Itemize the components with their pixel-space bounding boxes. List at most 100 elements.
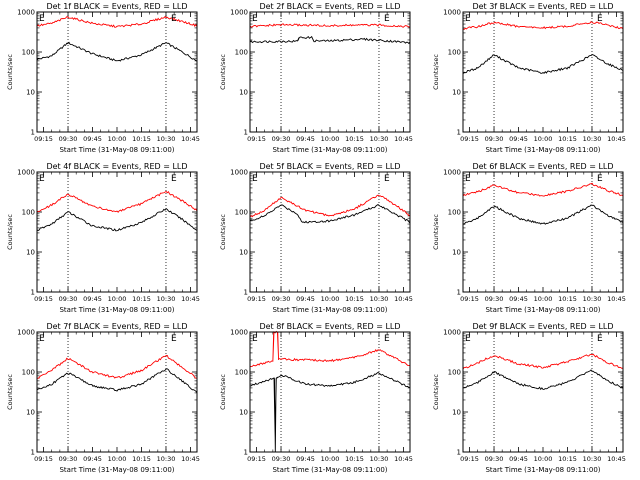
chart-panel-8: Det 8f BLACK = Events, RED = LLD Counts/s…: [219, 322, 413, 474]
y-tick-label: 10: [26, 89, 35, 97]
y-tick-label: 10: [26, 249, 35, 257]
x-tick-label: 09:15: [247, 135, 266, 143]
y-tick-label: 1: [244, 289, 248, 297]
corner-label-left: E: [465, 14, 471, 24]
y-axis-label: Counts/sec: [432, 374, 440, 410]
x-tick-label: 10:45: [607, 135, 626, 143]
x-tick-label: 10:00: [534, 295, 553, 303]
corner-label-left: E: [465, 334, 471, 344]
x-axis-label: Start Time (31-May-08 09:11:00): [59, 306, 174, 314]
y-axis-label: Counts/sec: [6, 54, 14, 90]
y-tick-label: 1000: [17, 169, 35, 177]
y-tick-label: 10: [26, 409, 35, 417]
y-tick-label: 1000: [230, 169, 248, 177]
y-tick-label: 1: [31, 449, 35, 457]
y-axis-label: Counts/sec: [219, 214, 227, 250]
chart-panel-6: Det 6f BLACK = Events, RED = LLD Counts/s…: [432, 162, 626, 314]
x-tick-label: 10:15: [345, 135, 364, 143]
y-tick-label: 10: [452, 409, 461, 417]
chart-panel-5: Det 5f BLACK = Events, RED = LLD Counts/s…: [219, 162, 413, 314]
chart-title: Det 2f BLACK = Events, RED = LLD: [259, 2, 400, 11]
x-tick-label: 09:45: [83, 295, 102, 303]
x-tick-label: 10:30: [370, 295, 389, 303]
x-tick-label: 09:45: [296, 135, 315, 143]
y-tick-label: 10: [452, 89, 461, 97]
x-tick-label: 10:15: [345, 295, 364, 303]
corner-label-right: E: [597, 174, 603, 184]
corner-label-left: E: [252, 14, 258, 24]
x-tick-label: 10:45: [181, 295, 200, 303]
plot-frame: [249, 331, 411, 453]
x-tick-label: 09:15: [34, 295, 53, 303]
x-tick-label: 09:30: [272, 455, 291, 463]
x-axis-label: Start Time (31-May-08 09:11:00): [485, 466, 600, 474]
x-tick-label: 10:15: [132, 455, 151, 463]
x-axis-label: Start Time (31-May-08 09:11:00): [272, 146, 387, 154]
chart-panel-1: Det 1f BLACK = Events, RED = LLD Counts/s…: [6, 2, 200, 154]
plot-frame: [249, 11, 411, 133]
x-axis-label: Start Time (31-May-08 09:11:00): [59, 146, 174, 154]
y-tick-label: 1: [31, 289, 35, 297]
y-tick-label: 1000: [443, 9, 461, 17]
x-tick-label: 10:15: [132, 135, 151, 143]
series-line-events: [462, 369, 624, 391]
x-tick-label: 10:15: [132, 295, 151, 303]
y-axis-label: Counts/sec: [219, 374, 227, 410]
y-tick-label: 10: [452, 249, 461, 257]
chart-title: Det 1f BLACK = Events, RED = LLD: [46, 2, 187, 11]
x-tick-label: 10:00: [534, 455, 553, 463]
x-tick-label: 10:00: [321, 455, 340, 463]
x-tick-label: 10:15: [345, 455, 364, 463]
corner-label-right: E: [384, 174, 390, 184]
y-tick-label: 1: [457, 449, 461, 457]
plot-frame: [36, 171, 198, 293]
corner-label-left: E: [252, 174, 258, 184]
x-tick-label: 09:30: [485, 135, 504, 143]
y-axis-label: Counts/sec: [6, 374, 14, 410]
x-tick-label: 10:30: [370, 135, 389, 143]
x-tick-label: 10:30: [583, 135, 602, 143]
y-tick-label: 1000: [230, 329, 248, 337]
x-tick-label: 10:45: [394, 135, 413, 143]
y-tick-label: 100: [448, 209, 461, 217]
y-tick-label: 100: [235, 369, 248, 377]
x-tick-label: 09:15: [460, 135, 479, 143]
corner-label-right: E: [171, 14, 177, 24]
chart-title: Det 5f BLACK = Events, RED = LLD: [259, 162, 400, 171]
x-tick-label: 09:30: [59, 135, 78, 143]
x-tick-label: 09:45: [83, 135, 102, 143]
corner-label-left: E: [465, 174, 471, 184]
x-tick-label: 10:00: [321, 135, 340, 143]
x-tick-label: 10:00: [108, 295, 127, 303]
y-tick-label: 1: [244, 449, 248, 457]
chart-title: Det 7f BLACK = Events, RED = LLD: [46, 322, 187, 331]
x-tick-label: 09:15: [460, 455, 479, 463]
x-tick-label: 10:45: [607, 295, 626, 303]
x-tick-label: 10:45: [394, 295, 413, 303]
y-tick-label: 100: [235, 209, 248, 217]
x-axis-label: Start Time (31-May-08 09:11:00): [59, 466, 174, 474]
chart-title: Det 6f BLACK = Events, RED = LLD: [472, 162, 613, 171]
series-line-lld: [36, 354, 198, 379]
y-tick-label: 100: [448, 369, 461, 377]
y-tick-label: 1000: [17, 329, 35, 337]
x-tick-label: 09:30: [485, 455, 504, 463]
x-tick-label: 10:00: [321, 295, 340, 303]
x-tick-label: 10:00: [534, 135, 553, 143]
corner-label-left: E: [39, 334, 45, 344]
x-tick-label: 09:30: [59, 455, 78, 463]
corner-label-right: E: [171, 174, 177, 184]
series-line-lld: [462, 182, 624, 197]
chart-title: Det 3f BLACK = Events, RED = LLD: [472, 2, 613, 11]
y-axis-label: Counts/sec: [219, 54, 227, 90]
series-line-events: [249, 204, 411, 224]
corner-label-right: E: [597, 334, 603, 344]
series-line-events: [462, 204, 624, 225]
series-line-lld: [462, 353, 624, 370]
x-tick-label: 09:15: [460, 295, 479, 303]
corner-label-left: E: [39, 174, 45, 184]
y-tick-label: 100: [235, 49, 248, 57]
x-axis-label: Start Time (31-May-08 09:11:00): [272, 466, 387, 474]
chart-panel-3: Det 3f BLACK = Events, RED = LLD Counts/s…: [432, 2, 626, 154]
